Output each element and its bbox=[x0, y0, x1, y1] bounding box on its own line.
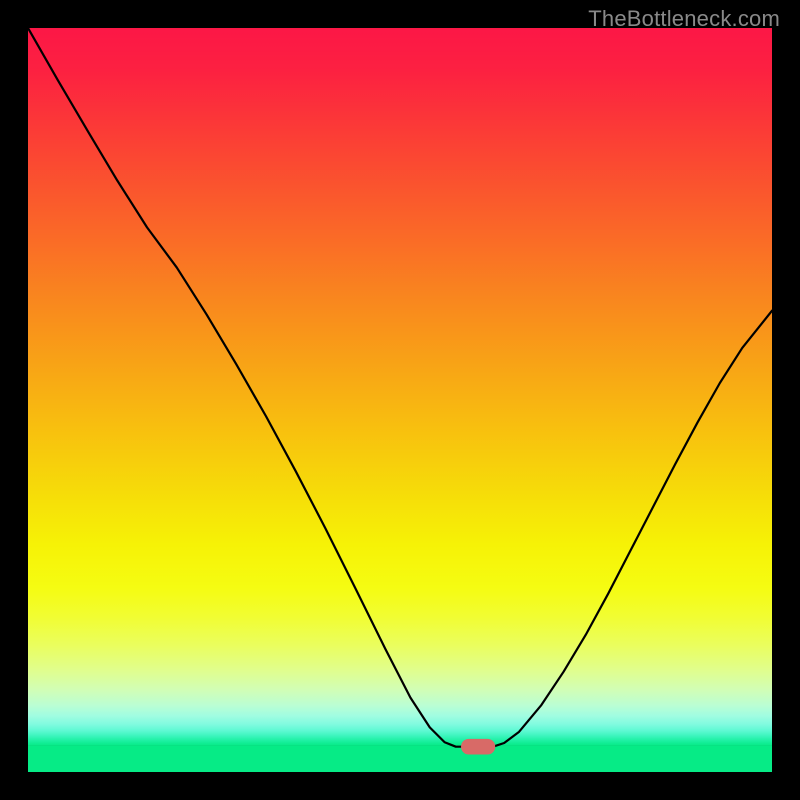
bottleneck-chart bbox=[28, 28, 772, 772]
gradient-bottom-band bbox=[28, 746, 772, 772]
optimal-marker bbox=[461, 739, 495, 755]
gradient-fill bbox=[28, 28, 772, 746]
chart-frame: { "watermark": { "text": "TheBottleneck.… bbox=[0, 0, 800, 800]
